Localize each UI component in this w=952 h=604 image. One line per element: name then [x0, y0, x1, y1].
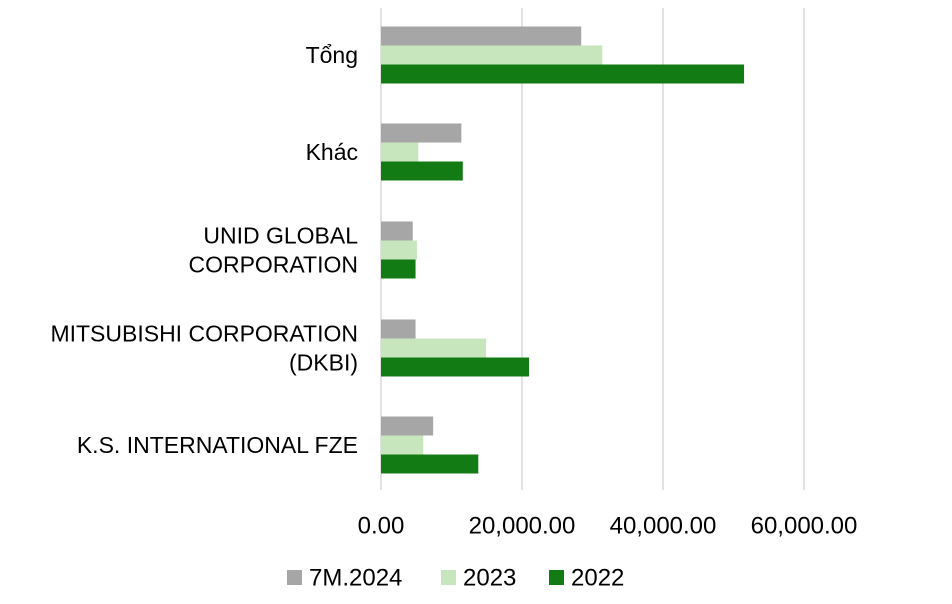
bar-7m-2024-0	[381, 26, 582, 46]
category-labels: Tổng Khác UNID GLOBAL CORPORATION MITSUBISHI…	[50, 42, 358, 458]
x-tick-label-0: 0.00	[358, 513, 405, 540]
category-label-0-line-0: Tổng	[306, 42, 358, 68]
bar-2022-4	[381, 454, 479, 474]
bar-2022-3	[381, 357, 530, 377]
bar-2023-3	[381, 338, 487, 358]
legend-swatch-1	[441, 570, 456, 585]
x-tick-label-3: 60,000.00	[751, 513, 858, 540]
legend: 7M.2024 2023 2022	[287, 565, 624, 592]
x-axis-tick-labels: 0.00 20,000.00 40,000.00 60,000.00	[358, 513, 858, 540]
bar-2022-0	[381, 64, 745, 84]
category-label-3-line-0: MITSUBISHI CORPORATION	[50, 321, 358, 347]
category-label-4-line-0: K.S. INTERNATIONAL FZE	[77, 432, 358, 458]
bar-7m-2024-2	[381, 221, 413, 241]
x-tick-label-1: 20,000.00	[469, 513, 576, 540]
category-label-1-line-0: Khác	[306, 139, 358, 165]
bar-2022-1	[381, 161, 463, 181]
legend-swatch-2	[549, 570, 564, 585]
legend-swatch-0	[287, 570, 302, 585]
legend-label-0: 7M.2024	[309, 565, 402, 592]
x-tick-label-2: 40,000.00	[610, 513, 717, 540]
legend-label-2: 2022	[571, 565, 624, 592]
category-label-3-line-1: (DKBI)	[289, 350, 358, 376]
bar-7m-2024-4	[381, 416, 434, 436]
bar-2023-4	[381, 435, 424, 455]
bar-2022-2	[381, 259, 416, 279]
bar-7m-2024-3	[381, 319, 416, 339]
bar-2023-1	[381, 142, 419, 162]
bars	[381, 26, 745, 474]
category-label-2-line-0: UNID GLOBAL	[203, 223, 358, 249]
category-label-2-line-1: CORPORATION	[188, 252, 358, 278]
bar-2023-0	[381, 45, 603, 65]
legend-label-1: 2023	[463, 565, 516, 592]
bar-7m-2024-1	[381, 123, 462, 143]
bar-2023-2	[381, 240, 417, 260]
